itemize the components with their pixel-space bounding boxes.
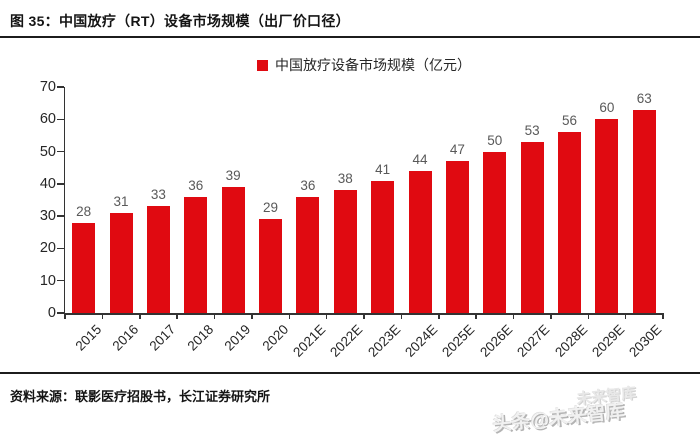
bar-value-label: 47 bbox=[449, 142, 465, 158]
y-axis-line bbox=[63, 87, 65, 315]
x-axis-tick bbox=[475, 313, 477, 319]
y-axis-tick bbox=[57, 312, 64, 314]
y-tick-label: 10 bbox=[39, 272, 56, 289]
x-axis-tick bbox=[550, 313, 552, 319]
y-axis-tick bbox=[57, 118, 64, 121]
bar-value-label: 38 bbox=[337, 171, 353, 187]
bar bbox=[595, 119, 619, 313]
bar bbox=[259, 219, 283, 313]
bar bbox=[371, 180, 395, 313]
y-tick-label: 60 bbox=[39, 111, 56, 128]
x-axis-tick bbox=[176, 313, 178, 319]
bar-value-label: 41 bbox=[375, 161, 391, 177]
x-tick-label: 2026E bbox=[476, 321, 516, 360]
bar-value-label: 53 bbox=[524, 122, 540, 138]
bar-value-label: 60 bbox=[599, 100, 615, 116]
source-note: 资料来源：联影医疗招股书，长江证券研究所 bbox=[10, 389, 271, 404]
bar bbox=[408, 170, 432, 313]
x-tick-label: 2019 bbox=[221, 321, 254, 354]
bar-value-label: 29 bbox=[263, 200, 279, 216]
x-axis-tick bbox=[251, 313, 253, 319]
x-tick-label: 2020 bbox=[259, 321, 291, 354]
legend-swatch-icon bbox=[257, 59, 268, 71]
x-axis-tick bbox=[213, 313, 216, 319]
chart-legend: 中国放疗设备市场规模（亿元） bbox=[65, 57, 663, 73]
bar bbox=[72, 222, 96, 313]
x-tick-label: 2023E bbox=[364, 321, 404, 360]
x-axis-tick bbox=[400, 313, 403, 319]
x-tick-label: 2030E bbox=[626, 321, 665, 360]
x-axis-tick bbox=[325, 313, 328, 319]
bar-value-label: 36 bbox=[300, 177, 316, 193]
x-tick-label: 2022E bbox=[327, 321, 366, 360]
bar bbox=[221, 187, 245, 313]
title-divider bbox=[0, 36, 700, 38]
x-tick-label: 2027E bbox=[514, 321, 553, 360]
bar bbox=[558, 132, 582, 313]
bar-value-label: 31 bbox=[113, 193, 129, 209]
bar bbox=[632, 109, 656, 313]
y-tick-label: 50 bbox=[39, 143, 56, 160]
x-tick-label: 2029E bbox=[589, 321, 628, 360]
bar bbox=[109, 212, 133, 313]
y-tick-label: 70 bbox=[39, 79, 56, 95]
footer-divider bbox=[0, 372, 700, 374]
bar-value-label: 33 bbox=[150, 187, 166, 203]
bar-value-label: 28 bbox=[76, 203, 92, 219]
x-tick-label: 2021E bbox=[290, 321, 329, 360]
watermark-text: 头条@未来智库 bbox=[491, 401, 626, 436]
y-tick-label: 40 bbox=[39, 175, 56, 192]
y-axis-tick bbox=[57, 279, 64, 282]
bar bbox=[520, 141, 544, 313]
x-tick-label: 2016 bbox=[109, 321, 142, 354]
x-axis-tick bbox=[64, 313, 66, 319]
legend-label: 中国放疗设备市场规模（亿元） bbox=[275, 57, 471, 73]
bar-value-label: 56 bbox=[562, 113, 578, 129]
bar bbox=[333, 190, 357, 313]
x-tick-label: 2025E bbox=[439, 321, 478, 360]
bar bbox=[296, 196, 320, 313]
x-axis-tick bbox=[438, 313, 440, 319]
y-axis-tick bbox=[57, 183, 64, 185]
x-axis-tick bbox=[512, 313, 515, 319]
bar-value-label: 44 bbox=[412, 151, 428, 167]
y-axis-tick bbox=[57, 150, 64, 153]
bar bbox=[184, 196, 208, 313]
x-axis-tick bbox=[587, 313, 589, 319]
figure-title: 图 35：中国放疗（RT）设备市场规模（出厂价口径） bbox=[10, 13, 350, 29]
y-axis-tick bbox=[57, 215, 64, 217]
x-axis-tick bbox=[101, 313, 104, 319]
y-tick-label: 0 bbox=[47, 305, 56, 321]
bar bbox=[445, 161, 469, 313]
y-tick-label: 20 bbox=[39, 240, 56, 257]
y-tick-label: 30 bbox=[39, 208, 56, 225]
x-axis-tick bbox=[288, 313, 290, 319]
x-tick-label: 2017 bbox=[146, 321, 179, 354]
bar-value-label: 50 bbox=[487, 132, 503, 148]
y-axis-tick bbox=[57, 86, 64, 88]
bar-value-label: 36 bbox=[188, 177, 204, 193]
x-axis-tick bbox=[139, 313, 141, 319]
y-axis-tick bbox=[57, 247, 64, 250]
x-axis-tick bbox=[662, 313, 664, 319]
x-tick-label: 2024E bbox=[402, 321, 441, 360]
x-axis-tick bbox=[363, 313, 365, 319]
bar-value-label: 63 bbox=[636, 90, 652, 106]
x-tick-label: 2018 bbox=[184, 321, 217, 354]
x-tick-label: 2015 bbox=[72, 321, 105, 354]
bar-value-label: 39 bbox=[225, 168, 241, 184]
x-axis-tick bbox=[624, 313, 627, 319]
bar bbox=[483, 151, 507, 313]
bar bbox=[146, 206, 170, 313]
x-tick-label: 2028E bbox=[551, 321, 590, 360]
